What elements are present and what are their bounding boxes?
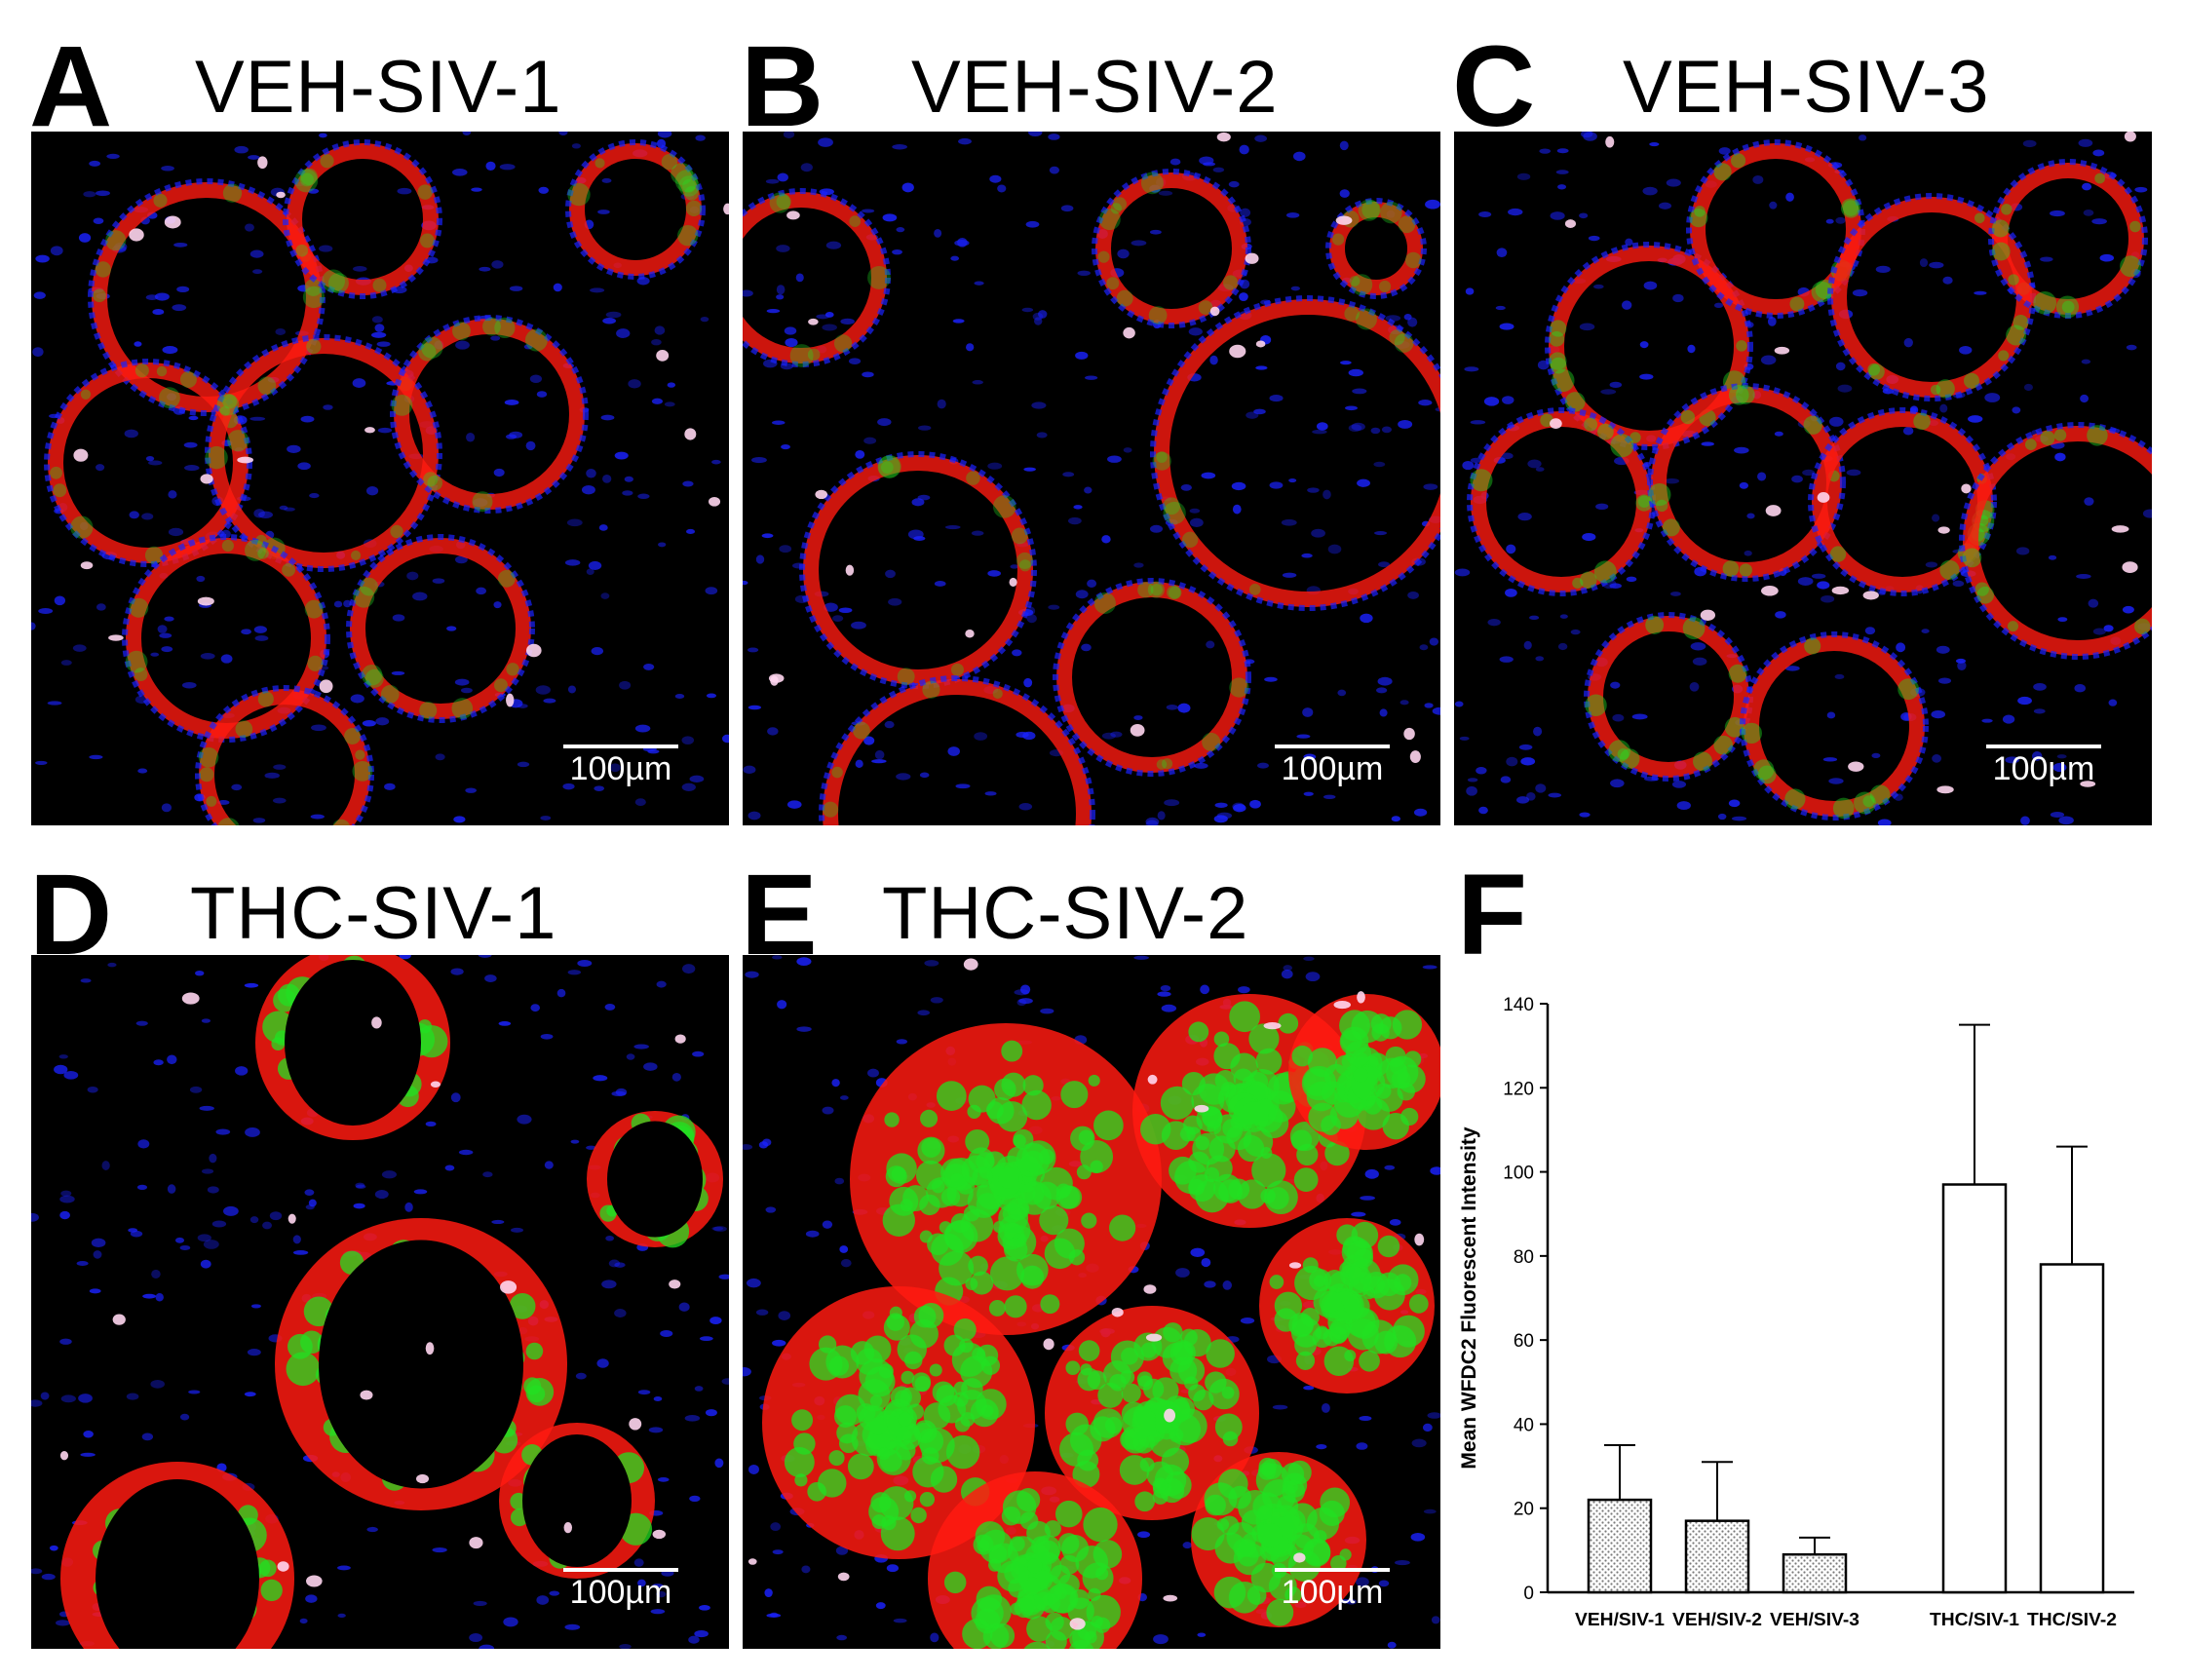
bar [1782, 1552, 1848, 1594]
panel-title-d: THC-SIV-1 [190, 872, 557, 955]
micrograph-e-image [743, 955, 1440, 1649]
panel-title-a: VEH-SIV-1 [195, 46, 562, 129]
micrograph-d-image [31, 955, 729, 1649]
y-tick-label: 120 [1503, 1079, 1534, 1099]
y-tick-label: 80 [1514, 1247, 1534, 1268]
panel-letter-d: D [29, 851, 113, 979]
scale-bar-d: 100µm [563, 1568, 678, 1612]
y-tick-label: 0 [1523, 1584, 1534, 1604]
micrograph-c: 100µm [1454, 132, 2152, 825]
y-tick-label: 20 [1514, 1500, 1534, 1520]
x-tick-label: VEH/SIV-1 [1575, 1610, 1665, 1629]
scale-label-e: 100µm [1281, 1574, 1384, 1611]
bar [1684, 1519, 1750, 1594]
y-tick-label: 140 [1503, 995, 1534, 1015]
bar [1587, 1498, 1653, 1594]
scale-label-a: 100µm [569, 750, 672, 787]
micrograph-c-image [1454, 132, 2152, 825]
micrograph-a: 100µm [31, 132, 729, 825]
scale-label-c: 100µm [1992, 750, 2095, 787]
x-tick-label: VEH/SIV-3 [1770, 1610, 1859, 1629]
panel-letter-f: F [1457, 851, 1528, 979]
panel-title-e: THC-SIV-2 [882, 872, 1249, 955]
x-tick-label: VEH/SIV-2 [1672, 1610, 1762, 1629]
y-tick-label: 60 [1514, 1331, 1534, 1352]
scale-bar-e: 100µm [1275, 1568, 1390, 1612]
panel-letter-b: B [741, 22, 824, 151]
y-tick-label: 40 [1514, 1415, 1534, 1435]
scale-bar-b: 100µm [1275, 745, 1390, 788]
panel-letter-e: E [741, 851, 818, 979]
x-tick-label: THC/SIV-2 [2027, 1610, 2117, 1629]
panel-title-c: VEH-SIV-3 [1623, 46, 1990, 129]
y-axis-label: Mean WFDC2 Fluorescent Intensity [1458, 1126, 1480, 1470]
wfdc2-bar-chart: 0 20 40 60 80 100 120 140 Mean WFDC2 Fluorescent… [1452, 974, 2154, 1637]
micrograph-b-image [743, 132, 1440, 825]
scale-label-b: 100µm [1281, 750, 1384, 787]
scale-bar-a: 100µm [563, 745, 678, 788]
panel-letter-c: C [1452, 22, 1536, 151]
bar [2039, 1263, 2105, 1594]
micrograph-a-image [31, 132, 729, 825]
scale-label-d: 100µm [569, 1574, 672, 1611]
scale-bar-c: 100µm [1986, 745, 2101, 788]
panel-title-b: VEH-SIV-2 [911, 46, 1279, 129]
chart-svg: 0 20 40 60 80 100 120 140 Mean WFDC2 Fluorescent… [1458, 995, 2134, 1629]
x-tick-label: THC/SIV-1 [1930, 1610, 2019, 1629]
y-tick-label: 100 [1503, 1164, 1534, 1184]
micrograph-d: 100µm [31, 955, 729, 1649]
panel-letter-a: A [29, 22, 113, 151]
micrograph-b: 100µm [743, 132, 1440, 825]
micrograph-e: 100µm [743, 955, 1440, 1649]
bar [1941, 1183, 2008, 1594]
